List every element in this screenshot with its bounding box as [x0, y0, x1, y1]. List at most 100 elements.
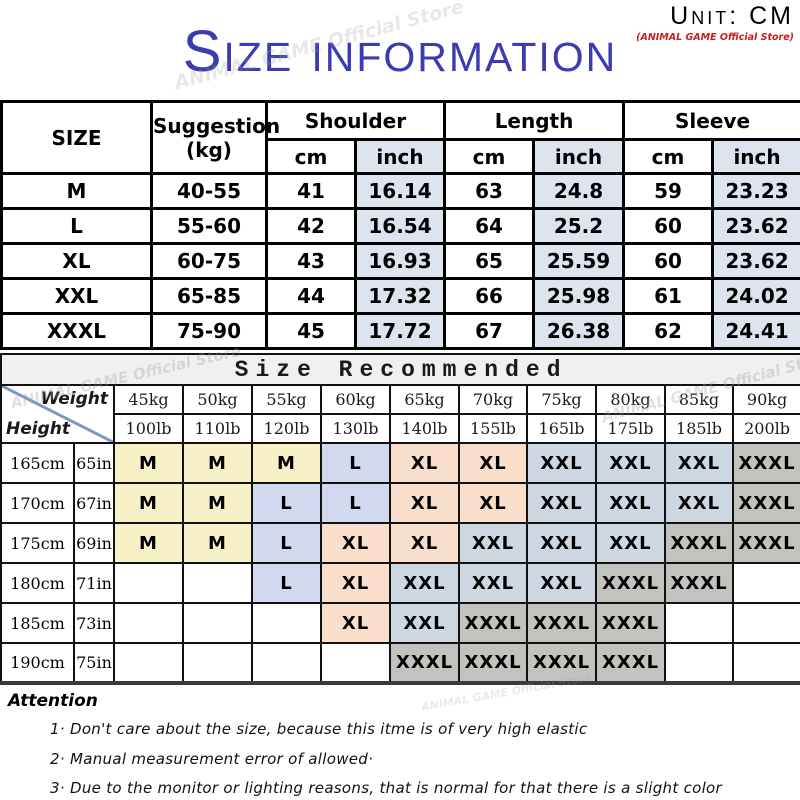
size-cell: [320, 642, 391, 684]
table-row: 190cm 75in XXXL XXXL XXXL XXXL: [0, 642, 800, 684]
size-cell: XXXL: [389, 642, 460, 684]
table-row: 170cm 67in M M L L XL XL XXL XXL XXL XXX…: [0, 482, 800, 524]
weight-lb-header: 200lb: [731, 413, 800, 444]
attention-note-1: 1· Don't care about the size, because th…: [50, 720, 588, 738]
height-cm: 185cm: [0, 602, 75, 644]
weight-axis-label: Weight: [40, 389, 108, 409]
size-cell: [182, 562, 253, 604]
sleeve-inch: 23.23: [711, 172, 800, 210]
size-cell: XXL: [526, 442, 597, 484]
sleeve-inch: 24.02: [711, 277, 800, 315]
col-header-suggestion: Suggestion (kg): [150, 100, 281, 175]
size-cell: M: [182, 442, 253, 484]
suggestion-value: 40-55: [150, 172, 268, 210]
subheader-cm: cm: [265, 138, 357, 175]
attention-note-2: 2· Manual measurement error of allowed·: [50, 749, 374, 768]
size-cell: [731, 602, 800, 644]
suggestion-value: 65-85: [150, 277, 268, 315]
shoulder-inch: 17.72: [353, 312, 447, 350]
size-cell: XXL: [458, 562, 528, 604]
attention-note-3: 3· Due to the monitor or lighting reason…: [50, 779, 723, 797]
size-cell: [251, 642, 322, 684]
table-row: 180cm 71in L XL XXL XXL XXL XXXL XXXL: [0, 562, 800, 604]
size-cell: [731, 562, 800, 604]
size-cell: XXL: [595, 482, 666, 524]
sleeve-cm: 61: [622, 277, 715, 315]
table-row: M 40-55 41 16.14 63 24.8 59 23.23: [0, 172, 800, 210]
page-title: Size information: [182, 19, 618, 84]
length-inch: 25.2: [532, 207, 626, 245]
shoulder-cm: 43: [265, 242, 357, 280]
shoulder-cm: 44: [265, 277, 357, 315]
weight-kg-header: 75kg: [526, 384, 597, 415]
size-cell: [664, 642, 734, 684]
size-cell: XXXL: [595, 562, 666, 604]
size-cell: XXXL: [664, 562, 734, 604]
size-cell: M: [182, 482, 253, 524]
weight-lb-header: 110lb: [182, 413, 253, 444]
suggestion-value: 75-90: [150, 312, 268, 350]
size-label: L: [0, 207, 153, 245]
size-label: XXXL: [0, 312, 153, 350]
weight-lb-header: 185lb: [664, 413, 734, 444]
diagonal-divider: [2, 386, 113, 442]
size-cell: XXXL: [731, 522, 800, 564]
suggestion-line1: Suggestion: [153, 113, 281, 138]
height-cm: 170cm: [0, 482, 75, 524]
height-cm: 180cm: [0, 562, 75, 604]
shoulder-cm: 41: [265, 172, 357, 210]
weight-lb-header: 155lb: [458, 413, 528, 444]
size-cell: XL: [320, 562, 391, 604]
col-header-size: SIZE: [0, 100, 153, 175]
size-cell: M: [251, 442, 322, 484]
height-in: 71in: [73, 562, 115, 604]
col-header-shoulder: Shoulder: [264, 100, 447, 141]
height-axis-label: Height: [6, 419, 70, 439]
shoulder-inch: 16.14: [353, 172, 447, 210]
length-inch: 25.59: [532, 242, 626, 280]
shoulder-inch: 16.54: [353, 207, 447, 245]
size-cell: M: [113, 482, 184, 524]
height-cm: 190cm: [0, 642, 75, 684]
weight-kg-header: 55kg: [251, 384, 322, 415]
col-header-length: Length: [443, 100, 626, 141]
size-cell: L: [320, 482, 391, 524]
table-row: 165cm 65in M M M L XL XL XXL XXL XXL XXX…: [0, 442, 800, 484]
height-cm: 165cm: [0, 442, 75, 484]
suggestion-value: 60-75: [150, 242, 268, 280]
height-in: 75in: [73, 642, 115, 684]
size-cell: [113, 602, 184, 644]
weight-kg-header: 80kg: [595, 384, 666, 415]
size-cell: L: [251, 562, 322, 604]
subheader-cm: cm: [622, 138, 715, 175]
size-cell: [182, 602, 253, 644]
size-cell: XL: [320, 522, 391, 564]
sleeve-inch: 23.62: [711, 207, 800, 245]
shoulder-cm: 42: [265, 207, 357, 245]
table-row: 185cm 73in XL XXL XXXL XXXL XXXL: [0, 602, 800, 644]
size-cell: XXXL: [595, 642, 666, 684]
size-cell: XL: [389, 442, 460, 484]
weight-kg-header: 45kg: [113, 384, 184, 415]
table-row: 175cm 69in M M L XL XL XXL XXL XXL XXXL …: [0, 522, 800, 564]
size-cell: XXL: [389, 602, 460, 644]
size-cell: L: [320, 442, 391, 484]
size-cell: XXXL: [458, 642, 528, 684]
col-header-sleeve: Sleeve: [622, 100, 800, 141]
size-cell: XL: [389, 482, 460, 524]
size-cell: M: [113, 442, 184, 484]
length-inch: 24.8: [532, 172, 626, 210]
shoulder-cm: 45: [265, 312, 357, 350]
sleeve-cm: 62: [622, 312, 715, 350]
size-label: M: [0, 172, 153, 210]
weight-kg-header: 65kg: [389, 384, 460, 415]
size-cell: [113, 562, 184, 604]
weight-lb-header: 130lb: [320, 413, 391, 444]
weight-height-diagonal-cell: Weight Height: [0, 384, 115, 444]
length-cm: 67: [443, 312, 536, 350]
size-label: XXL: [0, 277, 153, 315]
size-recommended-table: Size Recommended Weight Height 45kg 50kg…: [0, 353, 800, 685]
size-cell: XXXL: [526, 642, 597, 684]
size-cell: M: [113, 522, 184, 564]
